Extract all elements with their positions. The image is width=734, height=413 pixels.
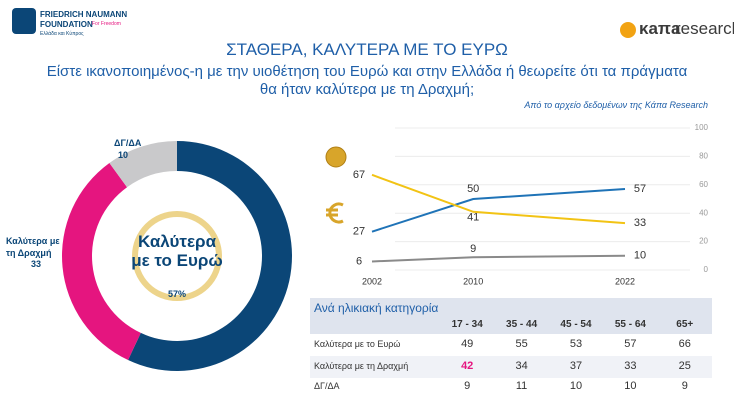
y-tick-label: 0 [704,265,709,274]
y-tick-label: 80 [699,152,708,161]
source: Από το αρχείο δεδομένων της Κάπα Researc… [524,100,708,110]
org-tagline: For Freedom [92,21,121,27]
row-label: Καλύτερα με τη Δραχμή [314,361,409,371]
table-header-bg [310,298,712,334]
table-cell: 57 [624,338,637,350]
line-series [371,254,626,263]
table-cell: 10 [569,380,583,392]
brand-logo [620,22,636,38]
data-label: 57 [634,183,646,195]
x-tick-label: 2002 [362,276,382,286]
org-logo [12,8,36,34]
org-region: Ελλάδα και Κύπρος [40,31,84,37]
y-tick-label: 60 [699,180,708,189]
line-series [371,173,626,225]
data-label: 6 [356,255,362,267]
slice-label: ΔΓ/ΔΑ [114,138,142,148]
column-header: 45 - 54 [560,319,592,330]
table-cell: 37 [569,360,583,372]
data-label: 27 [353,226,365,238]
euro-emblem [132,211,222,301]
table-title: Ανά ηλικιακή κατηγορία [314,301,439,315]
data-label: 67 [353,169,365,181]
column-header: 17 - 34 [451,319,483,330]
x-tick-label: 2022 [615,276,635,286]
column-header: 35 - 44 [506,319,538,330]
table-cell: 34 [515,360,528,372]
y-tick-label: 100 [695,123,709,132]
row-label: ΔΓ/ΔΑ [314,381,340,391]
donut-slice [109,141,177,188]
euro-icon [326,202,344,224]
y-tick-label: 40 [699,208,708,217]
org-name: FRIEDRICH NAUMANN [40,10,128,19]
table-cell: 11 [515,380,528,392]
coin-icon [325,146,347,168]
table-row-bg [310,334,712,356]
row-label: Καλύτερα με το Ευρώ [314,339,401,349]
table-cell: 25 [678,360,691,372]
table-cell: 9 [464,380,471,392]
org-name: FOUNDATION [40,20,93,29]
slice-value: 33 [31,259,42,269]
data-label: 10 [634,250,646,262]
column-header: 65+ [676,319,694,330]
brand: research [675,19,734,38]
data-label: 33 [634,217,646,229]
table-cell: 33 [624,360,637,372]
table-cell: 9 [681,380,688,392]
table-cell: 10 [624,380,637,392]
slice-label: Καλύτερα με τη Δραχμή [6,236,60,258]
title: ΣΤΑΘΕΡΑ, ΚΑΛΥΤΕΡΑ ΜΕ ΤΟ ΕΥΡΩ [226,40,508,59]
x-tick-label: 2010 [463,276,483,286]
center-label: Καλύτερα με το Ευρώ [131,232,223,270]
data-label: 41 [467,212,479,224]
slice-value: 10 [118,150,129,160]
data-label: 50 [467,183,479,195]
question: Είστε ικανοποιημένος-η με την υιοθέτηση … [46,63,688,98]
y-tick-label: 20 [699,237,708,246]
table-row-bg [310,378,712,396]
donut-slice [61,162,141,361]
table-cell: 49 [461,338,474,350]
column-header: 55 - 64 [614,319,646,330]
table-cell: 55 [515,338,528,350]
data-label: 9 [470,243,476,255]
table-row-bg [310,356,712,378]
table-cell: 42 [461,360,474,372]
line-series [371,188,626,233]
donut-slice [128,141,292,371]
brand: κaπa [639,19,681,38]
center-value: 57% [167,289,186,299]
table-cell: 53 [569,338,583,350]
table-cell: 66 [678,338,691,350]
